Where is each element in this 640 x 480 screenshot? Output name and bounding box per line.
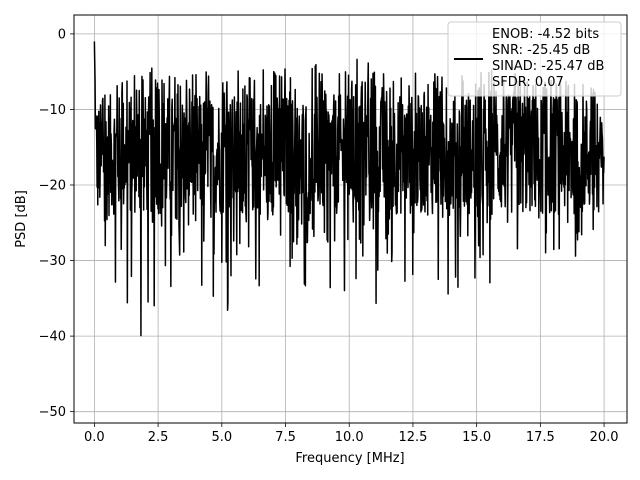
y-tick-label: −10 bbox=[39, 103, 66, 118]
x-tick-label: 10.0 bbox=[335, 430, 364, 445]
x-tick-label: 0.0 bbox=[84, 430, 105, 445]
y-axis-label: PSD [dB] bbox=[14, 190, 29, 248]
x-tick-label: 2.5 bbox=[148, 430, 169, 445]
legend-line-enob: ENOB: -4.52 bits bbox=[492, 27, 599, 42]
legend: ENOB: -4.52 bits SNR: -25.45 dB SINAD: -… bbox=[447, 21, 622, 97]
y-ticks: 0 −10 −20 −30 −40 −50 bbox=[39, 27, 74, 420]
x-tick-label: 7.5 bbox=[275, 430, 296, 445]
y-tick-label: −50 bbox=[39, 405, 66, 420]
y-tick-label: −30 bbox=[39, 254, 66, 269]
x-tick-label: 15.0 bbox=[462, 430, 491, 445]
x-tick-label: 12.5 bbox=[398, 430, 427, 445]
legend-line-sfdr: SFDR: 0.07 bbox=[492, 75, 564, 90]
y-tick-label: −20 bbox=[39, 179, 66, 194]
x-axis-label: Frequency [MHz] bbox=[295, 451, 404, 466]
psd-trace bbox=[93, 41, 605, 337]
plot-frame bbox=[73, 14, 628, 424]
y-tick-label: −40 bbox=[39, 330, 66, 345]
x-ticks: 0.0 2.5 5.0 7.5 10.0 12.5 15.0 17.5 20.0 bbox=[84, 423, 619, 445]
x-tick-label: 17.5 bbox=[526, 430, 555, 445]
y-tick-label: 0 bbox=[58, 27, 66, 42]
legend-line-sinad: SINAD: -25.47 dB bbox=[492, 59, 604, 74]
x-tick-label: 20.0 bbox=[590, 430, 619, 445]
legend-box bbox=[447, 21, 622, 97]
x-tick-label: 5.0 bbox=[211, 430, 232, 445]
psd-series bbox=[93, 41, 605, 337]
legend-line-snr: SNR: -25.45 dB bbox=[492, 43, 590, 58]
